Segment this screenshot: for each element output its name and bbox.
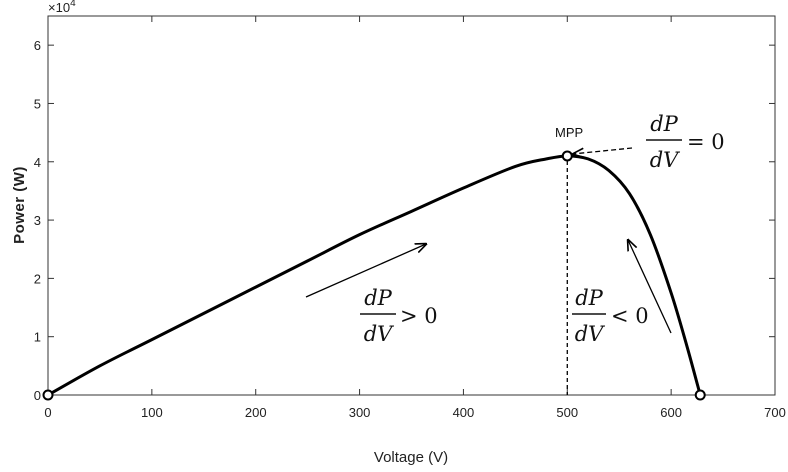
x-tick-label: 0	[44, 405, 51, 420]
y-multiplier: ×104	[48, 0, 76, 15]
x-tick-label: 700	[764, 405, 786, 420]
left-fraction-numerator: dP	[364, 286, 392, 310]
curve-marker-2	[694, 389, 706, 401]
left-fraction-relation: > 0	[400, 304, 438, 328]
x-axis-label: Voltage (V)	[374, 449, 448, 466]
mpp-label: MPP	[555, 125, 583, 140]
y-tick-label: 1	[34, 330, 41, 345]
annotation-lines	[305, 147, 672, 395]
curve-markers	[42, 150, 706, 401]
decreasing-arrow	[628, 240, 672, 334]
left-fraction-denominator: dV	[364, 322, 394, 346]
curve-marker-0	[42, 389, 54, 401]
x-tick-label: 300	[349, 405, 371, 420]
y-tick-label: 5	[34, 96, 41, 111]
x-tick-label: 200	[245, 405, 267, 420]
left-derivative-annotation: dP dV > 0	[360, 286, 438, 346]
power-curve	[47, 154, 702, 397]
right-fraction-relation: < 0	[611, 304, 649, 328]
top-fraction-relation: = 0	[687, 130, 725, 154]
axis-ticks: 0 100 200 300 400 500 600 700 0 1 2 3 4 5 6	[34, 16, 786, 420]
curve-marker-1	[561, 150, 573, 162]
y-tick-label: 2	[34, 271, 41, 286]
top-fraction-numerator: dP	[650, 112, 678, 136]
y-tick-label: 6	[34, 38, 41, 53]
y-tick-label: 4	[34, 155, 41, 170]
right-fraction-denominator: dV	[575, 322, 605, 346]
y-tick-label: 0	[34, 388, 41, 403]
x-tick-label: 100	[141, 405, 163, 420]
top-fraction-denominator: dV	[650, 148, 680, 172]
increasing-arrow	[305, 244, 426, 298]
y-axis-label: Power (W)	[11, 166, 28, 244]
plot-frame	[47, 15, 776, 396]
x-tick-label: 500	[556, 405, 578, 420]
right-derivative-annotation: dP dV < 0	[572, 286, 649, 346]
top-derivative-annotation: dP dV = 0	[646, 112, 725, 172]
x-tick-label: 400	[453, 405, 475, 420]
x-tick-label: 600	[660, 405, 682, 420]
mpp-leader-arrow	[573, 147, 633, 154]
y-tick-label: 3	[34, 213, 41, 228]
right-fraction-numerator: dP	[575, 286, 603, 310]
